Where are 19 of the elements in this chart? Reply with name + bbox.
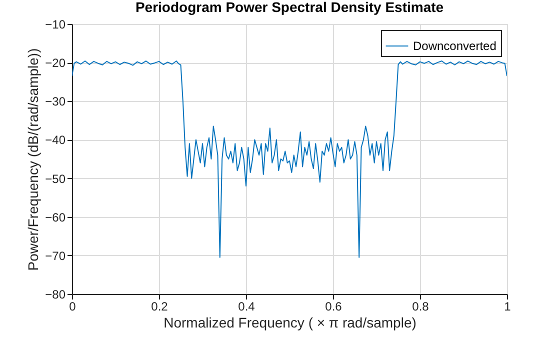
line-series — [72, 60, 507, 258]
y-tick-label: −20 — [45, 56, 66, 70]
y-tick-label: −30 — [45, 94, 66, 109]
y-tick-label: −10 — [45, 18, 66, 32]
x-tick-label: 0.6 — [325, 300, 342, 314]
y-axis-title: Power/Frequency (dB/(rad/sample)) — [25, 48, 42, 271]
legend-label: Downconverted — [413, 39, 496, 53]
x-tick-label: 0.4 — [238, 300, 256, 314]
x-tick-label: 1 — [504, 300, 512, 314]
x-tick-label: 0 — [69, 300, 76, 314]
y-tick-label: −40 — [45, 133, 66, 148]
y-tick-label: −50 — [45, 172, 66, 186]
x-tick-label: 0.2 — [151, 300, 168, 314]
chart-title: Periodogram Power Spectral Density Estimate — [135, 0, 444, 15]
y-tick-label: −80 — [45, 288, 66, 302]
y-tick-label: −70 — [45, 248, 66, 263]
x-tick-label: 0.8 — [412, 300, 430, 314]
x-axis-title: Normalized Frequency ( × π rad/sample) — [164, 314, 416, 330]
y-tick-label: −60 — [45, 210, 66, 224]
